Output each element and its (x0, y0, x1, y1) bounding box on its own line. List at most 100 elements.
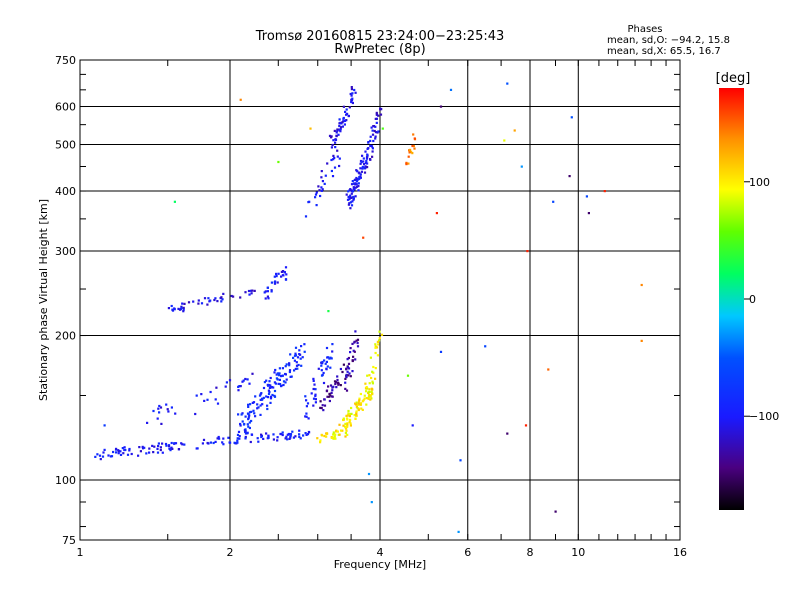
data-point (375, 111, 378, 114)
data-point (291, 430, 294, 433)
data-point (314, 394, 317, 398)
data-point (371, 129, 374, 132)
data-point (359, 402, 363, 405)
data-point (334, 382, 337, 386)
data-point (214, 297, 217, 300)
data-point (371, 382, 374, 385)
data-point (227, 436, 230, 439)
data-point (203, 399, 206, 402)
data-point (329, 394, 332, 397)
data-point (213, 298, 216, 302)
y-tick-label: 600 (55, 101, 76, 114)
data-point (320, 170, 323, 173)
data-point (174, 442, 178, 445)
data-point (364, 165, 367, 168)
data-point (277, 272, 280, 275)
data-point (256, 407, 259, 410)
data-point (160, 422, 163, 425)
data-point (411, 144, 414, 148)
data-point (356, 185, 359, 188)
data-point (282, 383, 285, 387)
data-point (405, 161, 408, 164)
data-point (277, 160, 280, 164)
data-point (206, 398, 209, 401)
data-point (275, 373, 278, 376)
data-point (364, 161, 368, 164)
data-point (285, 435, 288, 438)
data-point (370, 390, 373, 393)
data-point (321, 404, 324, 407)
data-point (246, 431, 249, 434)
data-point (236, 437, 239, 440)
data-point (351, 370, 354, 373)
data-point (256, 437, 259, 440)
data-point (336, 155, 339, 158)
data-point (322, 409, 325, 412)
data-point (374, 351, 377, 355)
data-point (277, 374, 281, 377)
data-point (247, 425, 250, 428)
data-point (141, 445, 144, 448)
data-point (369, 356, 372, 359)
data-point (180, 442, 183, 445)
data-point (168, 447, 172, 450)
data-point (298, 349, 301, 352)
data-point (167, 410, 170, 413)
data-point (109, 455, 112, 458)
data-point (317, 367, 320, 370)
data-point (158, 411, 161, 414)
data-point (268, 380, 271, 383)
data-point (241, 420, 244, 423)
data-point (352, 198, 355, 201)
data-point (328, 399, 331, 403)
data-point (250, 292, 253, 295)
data-point (225, 381, 228, 384)
data-point (157, 407, 160, 410)
data-point (344, 387, 347, 390)
data-point (365, 397, 368, 400)
data-point (248, 421, 251, 424)
y-tick-label: 200 (55, 330, 76, 343)
y-axis-label: Stationary phase Virtual Height [km] (37, 199, 50, 401)
data-point (411, 424, 414, 427)
y-tick-labels: 75 100 200 300 400 500 600 750 (55, 54, 76, 547)
data-point (303, 350, 306, 353)
data-point (266, 404, 269, 407)
data-point (362, 160, 365, 163)
data-point (347, 356, 350, 360)
data-point (239, 424, 242, 427)
data-point (345, 427, 348, 430)
data-point (197, 299, 200, 302)
data-point (174, 412, 177, 415)
data-point (350, 88, 353, 91)
data-point (352, 195, 355, 198)
data-point (344, 381, 347, 384)
data-point (152, 409, 155, 413)
data-point (320, 407, 323, 410)
x-tick-label: 2 (227, 546, 234, 559)
data-point (248, 293, 251, 296)
data-point (359, 173, 362, 176)
data-point (237, 430, 241, 433)
data-point (380, 333, 384, 336)
data-point (289, 353, 292, 356)
data-point (348, 372, 351, 375)
data-point (375, 113, 378, 116)
data-point (329, 384, 333, 387)
data-point (353, 414, 356, 417)
data-point (280, 270, 283, 273)
data-point (374, 345, 377, 348)
data-point (369, 139, 372, 142)
data-point (360, 407, 363, 410)
data-point (115, 447, 118, 450)
data-point (336, 129, 339, 132)
data-point (371, 133, 375, 136)
data-point (288, 370, 291, 374)
data-point (295, 364, 299, 367)
data-point (331, 175, 335, 178)
data-point (123, 446, 126, 449)
data-point (342, 117, 345, 120)
data-point (249, 440, 252, 444)
data-point (352, 197, 355, 200)
data-point (275, 272, 278, 275)
